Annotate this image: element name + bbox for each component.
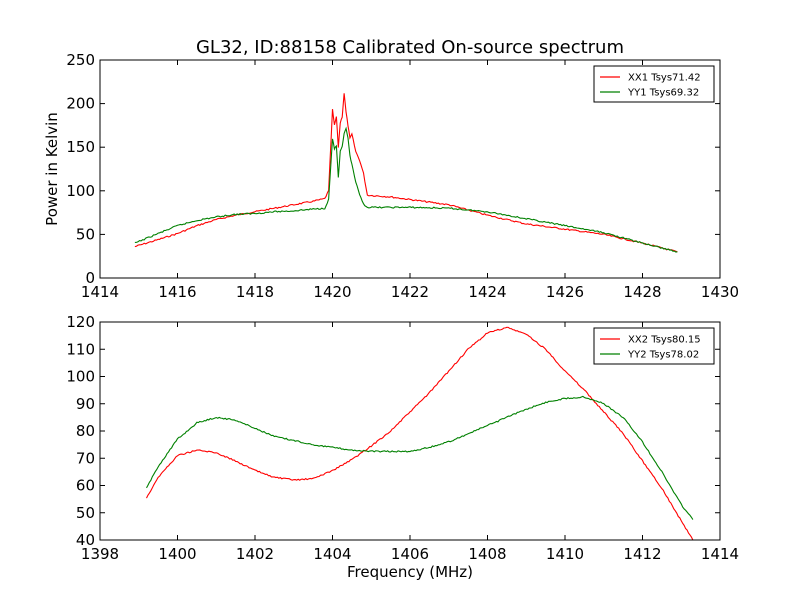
top-panel: 1414 1416 1418 1420 1422 1424 1426 1428 1430 0 50 1… xyxy=(43,51,739,301)
series-line-1 xyxy=(134,93,678,253)
y-axis-label: Power in Kelvin xyxy=(43,112,61,226)
legend-entry: XX1 Tsys71.42 xyxy=(628,73,701,84)
x-tick-label: 1414 xyxy=(81,283,119,301)
legend-entry: YY1 Tsys69.32 xyxy=(627,88,699,99)
series-line-2 xyxy=(146,395,694,520)
y-tick-label: 80 xyxy=(76,422,95,440)
x-tick-label: 1420 xyxy=(313,283,351,301)
x-tick-label: 1402 xyxy=(236,545,274,563)
x-tick-label: 1414 xyxy=(701,545,739,563)
y-tick-label: 0 xyxy=(85,269,95,287)
x-tick-label: 1428 xyxy=(623,283,661,301)
chart-title: GL32, ID:88158 Calibrated On-source spec… xyxy=(196,37,624,58)
y-tick-label: 40 xyxy=(76,531,95,549)
x-axis-label: Frequency (MHz) xyxy=(347,563,473,581)
legend: XX2 Tsys80.15 YY2 Tsys78.02 xyxy=(593,327,715,365)
series-line-2 xyxy=(134,126,678,253)
y-tick-label: 250 xyxy=(66,51,95,69)
legend-entry: XX2 Tsys80.15 xyxy=(628,335,701,346)
y-tick-label: 100 xyxy=(66,182,95,200)
x-tick-label: 1404 xyxy=(313,545,351,563)
y-tick-label: 120 xyxy=(66,313,95,331)
y-tick-label: 50 xyxy=(76,225,95,243)
x-tick-label: 1422 xyxy=(391,283,429,301)
legend-box xyxy=(593,327,715,365)
y-tick-label: 70 xyxy=(76,449,95,467)
x-tick-label: 1424 xyxy=(468,283,506,301)
x-tick-label: 1418 xyxy=(236,283,274,301)
x-tick-label: 1408 xyxy=(468,545,506,563)
series-line-1 xyxy=(146,326,694,541)
x-tick-label: 1426 xyxy=(546,283,584,301)
legend: XX1 Tsys71.42 YY1 Tsys69.32 xyxy=(593,65,715,103)
x-tick-label: 1398 xyxy=(81,545,119,563)
x-tick-label: 1430 xyxy=(701,283,739,301)
y-tick-label: 100 xyxy=(66,368,95,386)
x-tick-label: 1416 xyxy=(158,283,196,301)
x-tick-label: 1410 xyxy=(546,545,584,563)
y-tick-label: 50 xyxy=(76,504,95,522)
y-tick-label: 150 xyxy=(66,138,95,156)
bottom-panel: 1398 1400 1402 1404 1406 1408 1410 1412 1414 40 50… xyxy=(66,313,739,581)
x-tick-label: 1412 xyxy=(623,545,661,563)
y-tick-label: 110 xyxy=(66,340,95,358)
legend-box xyxy=(593,65,715,103)
y-tick-label: 60 xyxy=(76,477,95,495)
y-tick-label: 90 xyxy=(76,395,95,413)
x-tick-label: 1400 xyxy=(158,545,196,563)
legend-entry: YY2 Tsys78.02 xyxy=(627,350,699,361)
y-tick-label: 200 xyxy=(66,95,95,113)
x-tick-label: 1406 xyxy=(391,545,429,563)
